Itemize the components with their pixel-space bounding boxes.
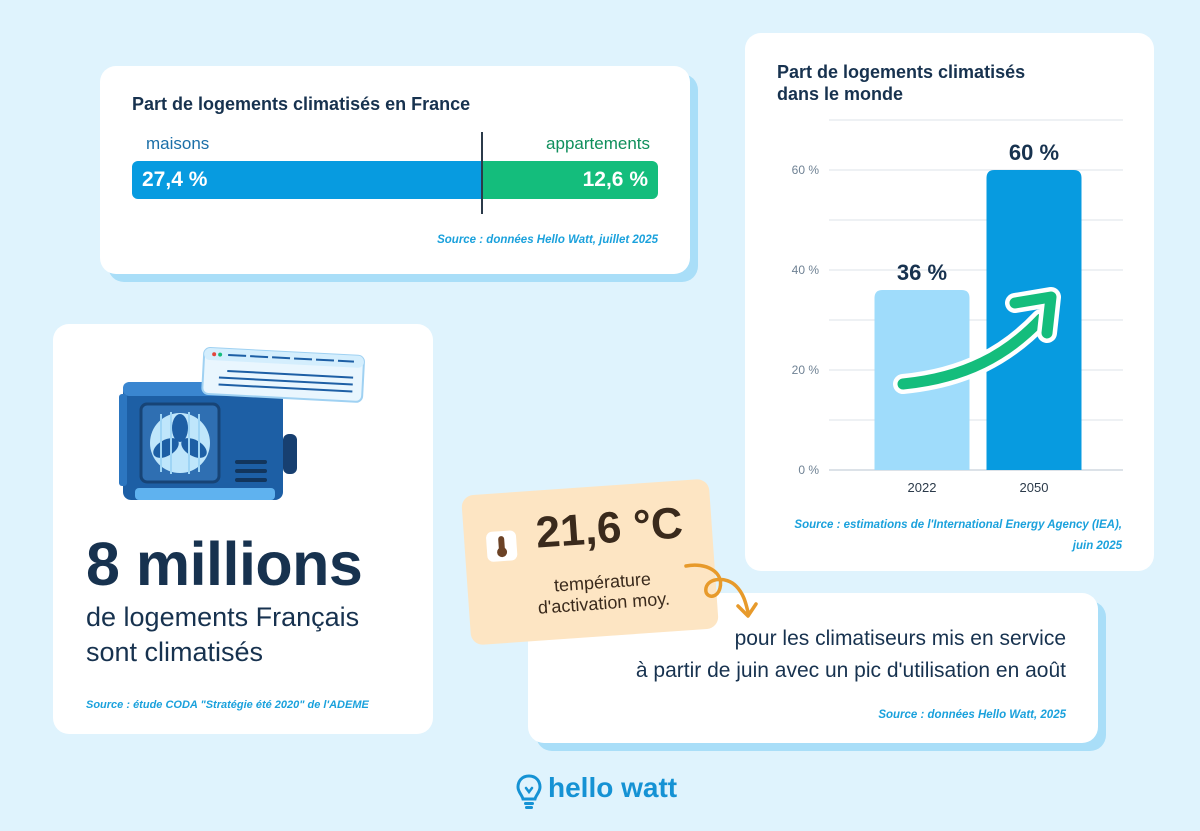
temperature-value: 21,6 °C xyxy=(534,498,685,558)
millions-source: Source : étude CODA "Stratégie été 2020"… xyxy=(86,699,369,711)
france-share-card: Part de logements climatisés en France m… xyxy=(100,66,690,274)
y-tick-label: 60 % xyxy=(792,163,820,177)
apartments-value: 12,6 % xyxy=(582,168,648,191)
apartments-label: appartements xyxy=(546,134,650,153)
curly-arrow-icon xyxy=(684,563,758,618)
y-tick-label: 0 % xyxy=(798,463,819,477)
logo-text: hello watt xyxy=(548,772,678,803)
temperature-source: Source : données Hello Watt, 2025 xyxy=(878,709,1066,721)
info-line1: pour les climatiseurs mis en service xyxy=(734,627,1066,650)
world-source: Source : estimations de l'International … xyxy=(794,515,1122,557)
france-chart-title: Part de logements climatisés en France xyxy=(132,94,471,114)
growth-arrow-icon xyxy=(897,313,1047,390)
millions-number: 8 millions xyxy=(86,530,363,598)
x-tick-label: 2050 xyxy=(1020,480,1049,495)
y-tick-label: 40 % xyxy=(792,263,820,277)
millions-description: de logements Français sont climatisés xyxy=(86,600,359,670)
world-chart-title: Part de logements climatisés dans le mon… xyxy=(777,61,1025,105)
apartments-bar: 12,6 % xyxy=(482,161,658,199)
bar-value-label: 36 % xyxy=(897,260,947,285)
millions-desc-line1: de logements Français xyxy=(86,602,360,632)
houses-label: maisons xyxy=(146,134,210,153)
world-title-line1: Part de logements climatisés xyxy=(777,62,1026,82)
bar-divider xyxy=(481,132,483,214)
thermometer-icon xyxy=(485,530,518,563)
world-source-line2: juin 2025 xyxy=(1072,540,1122,552)
world-share-card: Part de logements climatisés dans le mon… xyxy=(745,33,1154,571)
france-source: Source : données Hello Watt, juillet 202… xyxy=(437,234,658,246)
temperature-info-text: pour les climatiseurs mis en service à p… xyxy=(636,623,1066,687)
info-line2: à partir de juin avec un pic d'utilisati… xyxy=(635,659,1066,682)
lightbulb-icon xyxy=(516,774,542,809)
air-conditioner-icon xyxy=(119,347,365,500)
temperature-note: 21,6 °C température d'activation moy. xyxy=(461,478,719,646)
world-title-line2: dans le monde xyxy=(777,84,904,104)
houses-bar: 27,4 % xyxy=(132,161,482,199)
world-bar-chart: 0 % 20 % 40 % 60 % 36 % 2022 60 % 2050 xyxy=(792,119,1123,495)
growth-arrowhead xyxy=(1009,291,1057,339)
millions-desc-line2: sont climatisés xyxy=(86,637,264,667)
bar-value-label: 60 % xyxy=(1009,140,1059,165)
y-tick-label: 20 % xyxy=(792,363,820,377)
temperature-label: température d'activation moy. xyxy=(507,566,699,621)
millions-card: 8 millions de logements Français sont cl… xyxy=(53,324,433,734)
world-source-line1: Source : estimations de l'International … xyxy=(794,519,1122,531)
houses-value: 27,4 % xyxy=(142,168,208,191)
x-tick-label: 2022 xyxy=(908,480,937,495)
